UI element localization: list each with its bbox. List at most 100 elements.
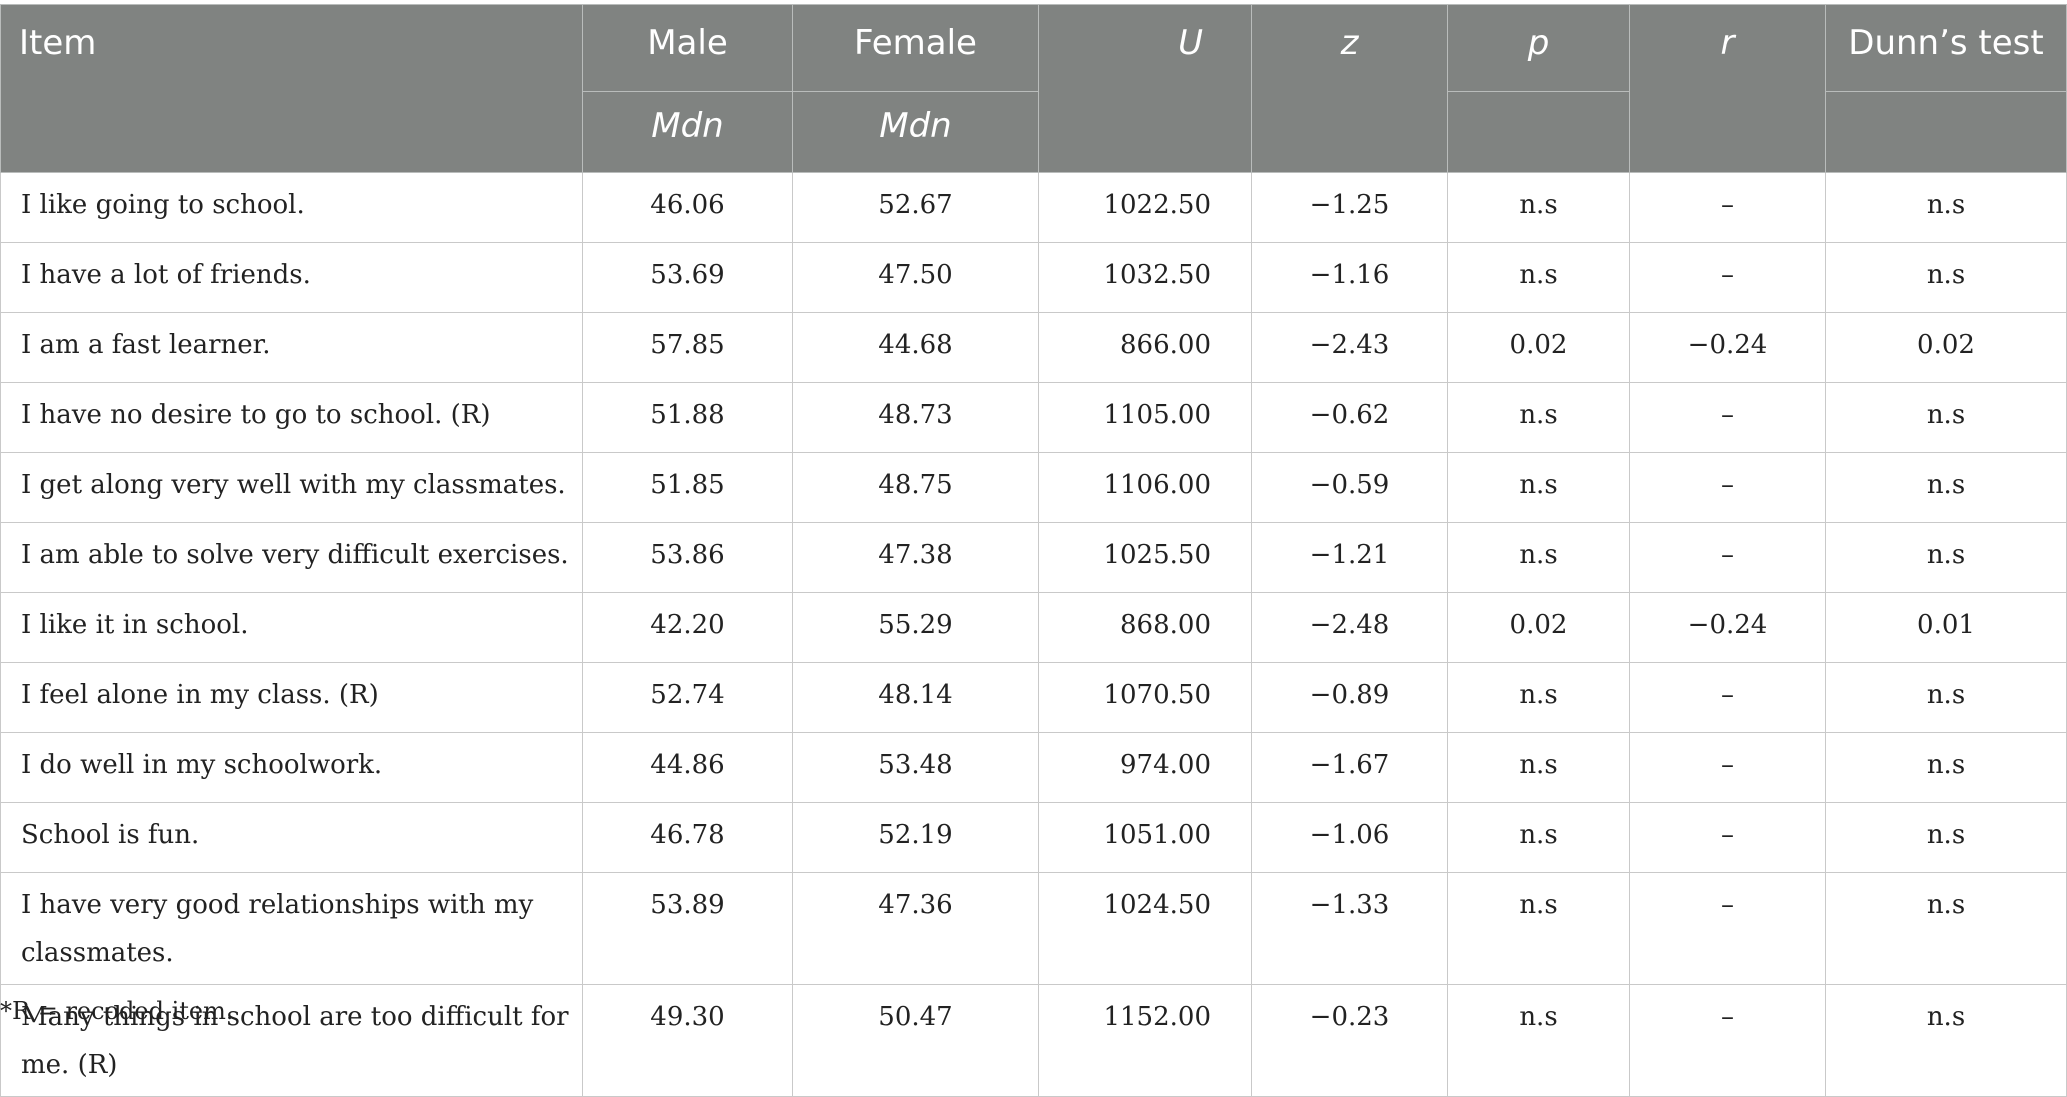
header-male-mdn: Mdn: [582, 91, 793, 173]
cell-male-mdn: 46.06: [582, 172, 793, 243]
cell-female-mdn: 47.38: [792, 522, 1039, 593]
cell-z: −1.25: [1251, 172, 1448, 243]
table-row: I get along very well with my classmates…: [0, 452, 2067, 523]
header-p-sub: [1447, 91, 1630, 173]
header-dunn: Dunn’s test: [1825, 4, 2067, 92]
cell-item: I like it in school.: [0, 592, 583, 663]
cell-u: 1024.50: [1038, 872, 1252, 985]
cell-female-mdn: 48.75: [792, 452, 1039, 523]
cell-u: 974.00: [1038, 732, 1252, 803]
cell-p: n.s: [1447, 382, 1630, 453]
table-container: Item Male Female U z p r Dunn’s test Mdn…: [0, 4, 2067, 1097]
header-r: r: [1629, 4, 1826, 173]
cell-female-mdn: 48.73: [792, 382, 1039, 453]
cell-male-mdn: 53.89: [582, 872, 793, 985]
cell-r: –: [1629, 802, 1826, 873]
header-subrow: Mdn Mdn: [1, 91, 2067, 173]
table-row: School is fun. 46.78 52.19 1051.00 −1.06 n.s –…: [0, 802, 2067, 873]
cell-r: –: [1629, 662, 1826, 733]
cell-p: 0.02: [1447, 312, 1630, 383]
header-row: Item Male Female U z p r Dunn’s test: [0, 4, 2067, 173]
cell-z: −0.62: [1251, 382, 1448, 453]
cell-item: I have very good relationships with my c…: [0, 872, 583, 985]
cell-male-mdn: 46.78: [582, 802, 793, 873]
cell-item: I like going to school.: [0, 172, 583, 243]
cell-p: n.s: [1447, 242, 1630, 313]
cell-male-mdn: 53.86: [582, 522, 793, 593]
cell-z: −2.43: [1251, 312, 1448, 383]
cell-dunn: 0.02: [1825, 312, 2067, 383]
cell-female-mdn: 53.48: [792, 732, 1039, 803]
cell-dunn: n.s: [1825, 802, 2067, 873]
cell-r: –: [1629, 172, 1826, 243]
cell-dunn: n.s: [1825, 732, 2067, 803]
table-row: Many things in school are too difficult …: [0, 984, 2067, 1097]
cell-female-mdn: 50.47: [792, 984, 1039, 1097]
cell-p: n.s: [1447, 802, 1630, 873]
cell-item: I feel alone in my class. (R): [0, 662, 583, 733]
cell-dunn: 0.01: [1825, 592, 2067, 663]
cell-male-mdn: 49.30: [582, 984, 793, 1097]
cell-z: −0.59: [1251, 452, 1448, 523]
cell-u: 868.00: [1038, 592, 1252, 663]
header-dunn-sub: [1825, 91, 2067, 173]
table-row: I like going to school. 46.06 52.67 1022.50…: [0, 172, 2067, 243]
cell-dunn: n.s: [1825, 382, 2067, 453]
cell-z: −0.23: [1251, 984, 1448, 1097]
cell-p: n.s: [1447, 172, 1630, 243]
cell-r: –: [1629, 242, 1826, 313]
cell-z: −1.06: [1251, 802, 1448, 873]
cell-item: I am able to solve very difficult exerci…: [0, 522, 583, 593]
cell-male-mdn: 42.20: [582, 592, 793, 663]
cell-dunn: n.s: [1825, 984, 2067, 1097]
cell-z: −1.67: [1251, 732, 1448, 803]
cell-item: I have a lot of friends.: [0, 242, 583, 313]
results-table: Item Male Female U z p r Dunn’s test Mdn…: [0, 4, 2067, 1097]
cell-male-mdn: 51.88: [582, 382, 793, 453]
cell-u: 1051.00: [1038, 802, 1252, 873]
cell-male-mdn: 53.69: [582, 242, 793, 313]
cell-p: 0.02: [1447, 592, 1630, 663]
cell-item: I do well in my schoolwork.: [0, 732, 583, 803]
cell-item: I am a fast learner.: [0, 312, 583, 383]
cell-u: 1106.00: [1038, 452, 1252, 523]
cell-z: −1.33: [1251, 872, 1448, 985]
cell-item: I have no desire to go to school. (R): [0, 382, 583, 453]
cell-dunn: n.s: [1825, 242, 2067, 313]
header-item: Item: [0, 4, 583, 173]
cell-female-mdn: 48.14: [792, 662, 1039, 733]
cell-r: –: [1629, 522, 1826, 593]
cell-u: 866.00: [1038, 312, 1252, 383]
cell-female-mdn: 52.19: [792, 802, 1039, 873]
header-z: z: [1251, 4, 1448, 173]
cell-u: 1025.50: [1038, 522, 1252, 593]
cell-male-mdn: 52.74: [582, 662, 793, 733]
cell-u: 1022.50: [1038, 172, 1252, 243]
cell-p: n.s: [1447, 522, 1630, 593]
cell-p: n.s: [1447, 452, 1630, 523]
cell-r: –: [1629, 732, 1826, 803]
cell-r: –: [1629, 382, 1826, 453]
cell-z: −1.21: [1251, 522, 1448, 593]
cell-z: −0.89: [1251, 662, 1448, 733]
table-header: Item Male Female U z p r Dunn’s test Mdn…: [0, 4, 2067, 173]
table-row: I do well in my schoolwork. 44.86 53.48 974…: [0, 732, 2067, 803]
cell-female-mdn: 55.29: [792, 592, 1039, 663]
table-row: I have a lot of friends. 53.69 47.50 1032.5…: [0, 242, 2067, 313]
cell-r: −0.24: [1629, 312, 1826, 383]
cell-male-mdn: 51.85: [582, 452, 793, 523]
header-female-mdn: Mdn: [792, 91, 1039, 173]
table-row: I have no desire to go to school. (R) 51.…: [0, 382, 2067, 453]
table-row: I am a fast learner. 57.85 44.68 866.00 −2.4…: [0, 312, 2067, 383]
header-male: Male: [582, 4, 793, 92]
cell-dunn: n.s: [1825, 172, 2067, 243]
cell-female-mdn: 47.36: [792, 872, 1039, 985]
table-row: I have very good relationships with my c…: [0, 872, 2067, 985]
table-row: I feel alone in my class. (R) 52.74 48.14 1…: [0, 662, 2067, 733]
cell-r: −0.24: [1629, 592, 1826, 663]
cell-dunn: n.s: [1825, 662, 2067, 733]
cell-u: 1070.50: [1038, 662, 1252, 733]
cell-p: n.s: [1447, 984, 1630, 1097]
cell-item: School is fun.: [0, 802, 583, 873]
cell-male-mdn: 44.86: [582, 732, 793, 803]
